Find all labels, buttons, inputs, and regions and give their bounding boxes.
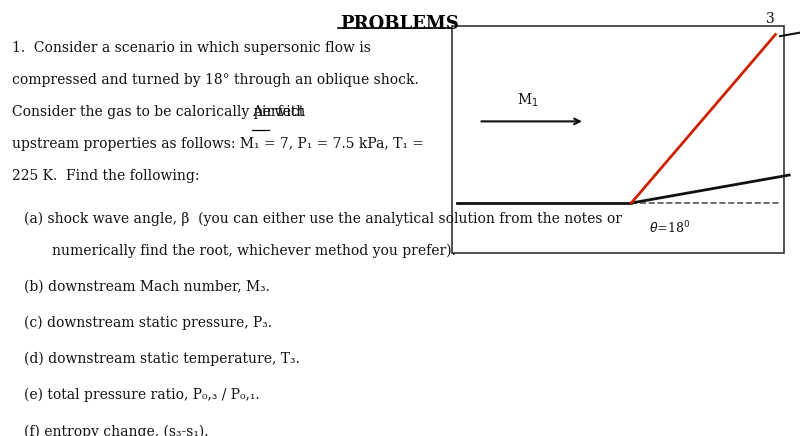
Text: Air: Air [252, 105, 274, 119]
Text: (e) total pressure ratio, P₀,₃ / P₀,₁.: (e) total pressure ratio, P₀,₃ / P₀,₁. [24, 388, 260, 402]
Text: (f) entropy change, (s₃-s₁).: (f) entropy change, (s₃-s₁). [24, 424, 209, 436]
Text: M$_1$: M$_1$ [517, 92, 538, 109]
Text: upstream properties as follows: M₁ = 7, P₁ = 7.5 kPa, T₁ =: upstream properties as follows: M₁ = 7, … [12, 137, 424, 151]
Text: 225 K.  Find the following:: 225 K. Find the following: [12, 169, 199, 183]
Text: (a) shock wave angle, β  (you can either use the analytical solution from the no: (a) shock wave angle, β (you can either … [24, 211, 622, 226]
Text: (b) downstream Mach number, M₃.: (b) downstream Mach number, M₃. [24, 279, 270, 293]
Text: numerically find the root, whichever method you prefer).: numerically find the root, whichever met… [52, 243, 456, 258]
Text: Consider the gas to be calorically perfect: Consider the gas to be calorically perfe… [12, 105, 309, 119]
Text: (c) downstream static pressure, P₃.: (c) downstream static pressure, P₃. [24, 316, 272, 330]
Text: 3: 3 [766, 12, 775, 26]
Text: (d) downstream static temperature, T₃.: (d) downstream static temperature, T₃. [24, 352, 300, 366]
Text: $\theta$=18$^0$: $\theta$=18$^0$ [649, 220, 690, 236]
Text: 1.  Consider a scenario in which supersonic flow is: 1. Consider a scenario in which superson… [12, 41, 371, 55]
Bar [452, 26, 784, 253]
Text: compressed and turned by 18° through an oblique shock.: compressed and turned by 18° through an … [12, 73, 418, 87]
Text: PROBLEMS: PROBLEMS [341, 15, 459, 33]
Text: with: with [270, 105, 305, 119]
